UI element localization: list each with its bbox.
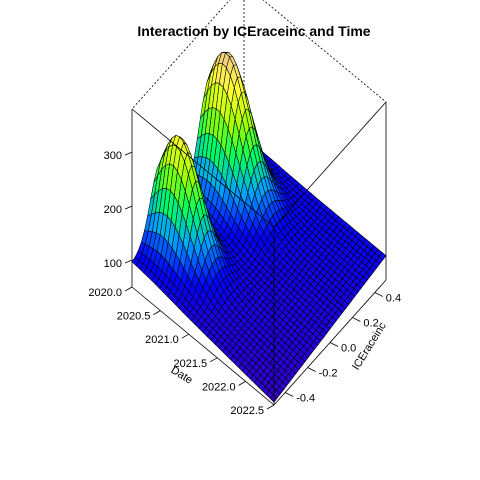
x-tick-label: 2020.0 (88, 287, 122, 299)
axes: 100 200 300 2020.0 2020.5 2021.0 2021.5 2022.0 2… (88, 150, 401, 417)
x-tick-label: 2022.5 (230, 405, 264, 417)
y-axis-tick (285, 392, 294, 397)
y-tick-label: -0.4 (296, 393, 315, 405)
y-tick-label: 0.2 (363, 318, 378, 330)
z-tick-label: 200 (104, 204, 122, 216)
box-edge-top-right (273, 101, 387, 228)
x-tick-label: 2022.0 (202, 381, 236, 393)
bounding-box-front (131, 101, 387, 405)
x-axis-tick (181, 333, 189, 339)
x-axis-tick (238, 381, 246, 386)
y-tick-label: -0.2 (319, 368, 338, 380)
x-axis-tick (210, 357, 218, 363)
box-edge-back-top-right (262, 0, 387, 103)
x-axis-tick (153, 310, 161, 315)
box-edge-top-front (131, 108, 275, 228)
x-axis-tick (266, 404, 275, 410)
y-axis-tick (329, 342, 339, 347)
surface-mesh (131, 51, 387, 403)
z-axis-tick (124, 151, 133, 156)
z-axis-tick (124, 205, 133, 210)
z-axis-tick (124, 259, 133, 264)
y-axis-tick (352, 317, 361, 322)
x-tick-label: 2020.5 (117, 311, 151, 323)
z-tick-label: 300 (104, 150, 122, 162)
x-axis-line (131, 286, 275, 406)
z-tick-label: 100 (104, 258, 122, 270)
y-axis-tick (307, 367, 316, 372)
y-tick-label: 0.0 (341, 343, 356, 355)
y-axis-tick (374, 292, 383, 297)
x-tick-label: 2021.5 (174, 358, 208, 370)
x-axis-tick (124, 286, 133, 292)
chart-title: Interaction by ICEraceinc and Time (137, 23, 370, 39)
x-tick-label: 2021.0 (145, 334, 179, 346)
y-tick-label: 0.4 (386, 293, 401, 305)
